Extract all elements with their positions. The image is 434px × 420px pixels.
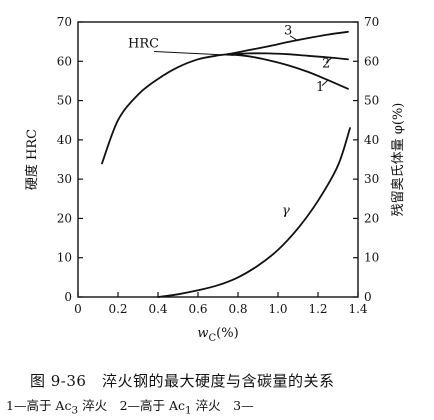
y-tick-label: 0 (64, 290, 72, 304)
curves (101, 30, 351, 298)
curve-label-2-leader (325, 57, 333, 63)
y-axis-title: 硬度 HRC (24, 129, 40, 190)
y-tick-label: 60 (57, 54, 72, 68)
caption-legend-sub-3: 3 (71, 404, 79, 417)
curve-label-3: 3 (284, 24, 292, 39)
caption-legend-sub-1: 1 (185, 404, 192, 417)
caption-legend-part-2: 淬火 2—高于 Ac (78, 398, 186, 413)
y2-tick-label: 30 (364, 172, 379, 186)
axes: 0 0.2 0.4 0.6 0.8 1.0 1.2 1.4010203040506070010… (24, 15, 406, 344)
x-tick-label: 0.2 (108, 302, 127, 316)
y-tick-label: 50 (57, 94, 72, 108)
y2-tick-label: 20 (364, 211, 379, 225)
y-tick-label: 30 (57, 172, 72, 186)
caption-legend-part-1: 1—高于 Ac (6, 398, 72, 413)
series-2-line (227, 52, 349, 61)
curve-label-hrc: HRC (128, 37, 159, 52)
y-tick-label: 70 (57, 15, 72, 29)
curve-label-gamma: γ (282, 204, 290, 219)
curve-label-1-leader (321, 79, 329, 87)
caption-legend-part-3: 淬火 3— (191, 398, 254, 413)
x-tick-label: 1.2 (308, 302, 327, 316)
figure-caption-title: 图 9-36 淬火钢的最大硬度与含碳量的关系 (30, 372, 335, 390)
y2-tick-label: 50 (364, 94, 379, 108)
y-tick-label: 10 (57, 251, 72, 265)
y2-tick-label: 40 (364, 133, 379, 147)
curve-label-hrc-leader (153, 50, 235, 56)
curve-label-3-leader (289, 35, 299, 42)
curve-label-2: 2 (322, 57, 330, 72)
plot-frame (77, 21, 359, 298)
y-tick-label: 40 (57, 133, 72, 147)
series-gamma-line (157, 127, 351, 298)
y2-tick-label: 60 (364, 54, 379, 68)
y2-tick-label: 70 (364, 15, 379, 29)
labels: HRC 3 2 1 γ (128, 24, 333, 219)
y-tick-label: 20 (57, 211, 72, 225)
curve-label-1: 1 (316, 80, 324, 95)
x-tick-label: 1.0 (268, 302, 287, 316)
y2-axis-title: 残留奥氏体量 φ(%) (391, 103, 406, 217)
x-tick-label: 0.8 (228, 302, 247, 316)
chart: 0 0.2 0.4 0.6 0.8 1.0 1.2 1.4010203040506070010… (24, 15, 406, 344)
series-hrc-line (101, 53, 229, 165)
y2-tick-label: 0 (364, 290, 372, 304)
y2-tick-label: 10 (364, 251, 379, 265)
series-1-line (227, 53, 349, 90)
figure-caption-legend: 1—高于 Ac3 淬火 2—高于 Ac1 淬火 3— (6, 395, 434, 417)
x-tick-label: 0.6 (188, 302, 207, 316)
x-tick-label: 0 (74, 302, 82, 316)
series-3-line (227, 30, 349, 56)
x-tick-label: 1.4 (348, 302, 367, 316)
x-tick-label: 0.4 (148, 302, 167, 316)
x-axis-title: wC(%) (197, 326, 238, 344)
